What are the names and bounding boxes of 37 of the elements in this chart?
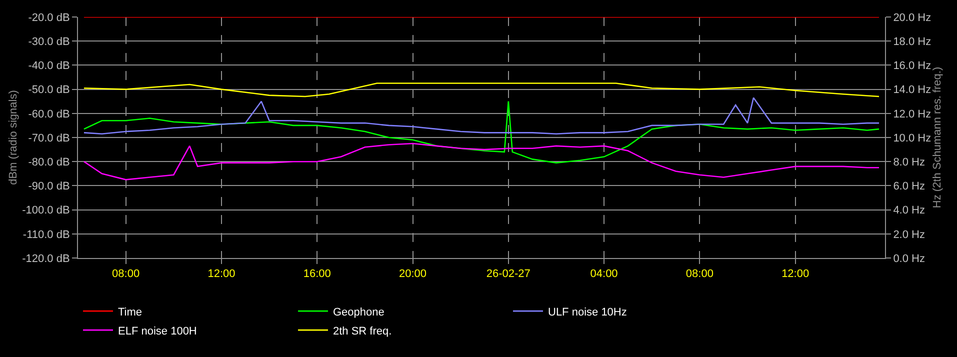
legend-label: 2th SR freq. [333,325,392,338]
y-tick-label: -70.0 dB [28,132,70,144]
y-tick-label: -40.0 dB [28,60,70,72]
legend-label: ULF noise 10Hz [548,306,627,318]
legend-label: Geophone [333,306,384,318]
x-tick-label: 04:00 [590,268,618,280]
y2-tick-label: 14.0 Hz [893,84,932,96]
y-tick-label: -120.0 dB [22,252,70,265]
legend-label: Time [118,306,142,318]
y-tick-label: -90.0 dB [28,180,70,193]
x-tick-label: 12:00 [208,268,236,280]
y-tick-label: -100.0 dB [22,204,70,217]
y2-tick-label: 0.0 Hz [893,252,925,265]
y2-tick-label: 8.0 Hz [893,156,925,168]
x-tick-label: 08:00 [686,268,714,280]
x-tick-label: 16:00 [303,268,331,280]
y2-tick-label: 4.0 Hz [893,204,925,217]
y2-tick-label: 2.0 Hz [893,228,925,241]
y-tick-label: -80.0 dB [28,156,70,168]
x-tick-label: 26-02-27 [486,268,530,280]
x-tick-label: 08:00 [112,268,140,280]
y2-axis-title: Hz (2th Schumann res. freq.) [931,66,944,208]
y2-tick-label: 12.0 Hz [893,108,932,120]
y-tick-label: -110.0 dB [22,228,70,241]
y-tick-label: -50.0 dB [28,84,70,96]
y2-tick-label: 6.0 Hz [893,180,925,193]
y2-tick-label: 16.0 Hz [893,60,932,72]
y-tick-label: -20.0 dB [28,12,70,24]
legend-label: ELF noise 100H [118,325,197,338]
y-tick-label: -30.0 dB [28,36,70,48]
y2-tick-label: 10.0 Hz [893,132,932,144]
y2-tick-label: 20.0 Hz [893,12,932,24]
y2-tick-label: 18.0 Hz [893,36,932,48]
x-tick-label: 12:00 [782,268,810,280]
y-axis-title: dBm (radio signals) [8,90,20,185]
x-tick-label: 20:00 [398,268,427,280]
y-tick-label: -60.0 dB [28,108,70,120]
